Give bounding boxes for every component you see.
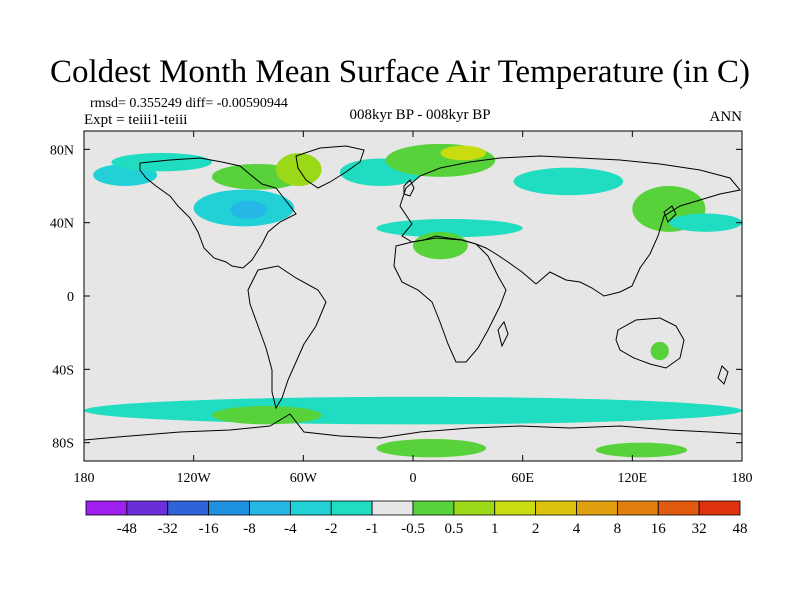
colorbar-label: 32 xyxy=(692,521,707,537)
colorbar-label: -4 xyxy=(284,521,297,537)
coastline-australia xyxy=(615,317,685,369)
anomaly-region xyxy=(376,219,523,238)
colorbar-swatch xyxy=(330,500,373,516)
lon-tick-label: 180 xyxy=(732,471,753,486)
coastline-north-america xyxy=(139,157,297,269)
colorbar-label: -0.5 xyxy=(401,521,425,537)
coastline-south-america xyxy=(247,265,327,410)
coastline-japan xyxy=(663,205,677,223)
experiment-label: Expt = teiii1-teiii xyxy=(84,112,188,128)
anomaly-region xyxy=(230,200,267,219)
lon-tick-label: 60E xyxy=(511,471,534,486)
lon-tick-label: 120W xyxy=(177,471,212,486)
lon-tick-label: 120E xyxy=(618,471,648,486)
colorbar-label: -1 xyxy=(366,521,379,537)
lat-tick-label: 40N xyxy=(50,217,74,232)
colorbar-label: 4 xyxy=(573,521,581,537)
colorbar-label: -2 xyxy=(325,521,338,537)
colorbar: -48 -32 -16 -8 -4 -2 -1 -0.5 0.5 1 2 4 8 16 32 48 xyxy=(85,500,748,537)
anomaly-region xyxy=(111,153,212,172)
coastline-madagascar xyxy=(497,320,509,348)
colorbar-swatch xyxy=(616,500,659,516)
latitude-axis: 80N 40N 0 40S 80S xyxy=(50,143,742,452)
season-label: ANN xyxy=(709,109,743,125)
coastline-africa xyxy=(393,237,507,363)
stats-label: rmsd= 0.355249 diff= -0.00590944 xyxy=(90,96,288,111)
coastline-greenland xyxy=(295,145,365,189)
colorbar-label: 0.5 xyxy=(445,521,464,537)
lat-tick-label: 0 xyxy=(67,290,74,305)
colorbar-swatch xyxy=(576,500,618,516)
colorbar-swatch xyxy=(371,500,414,516)
lon-tick-label: 60W xyxy=(290,471,318,486)
colorbar-label: 16 xyxy=(651,521,667,537)
colorbar-swatch xyxy=(249,500,291,516)
anomaly-region xyxy=(376,439,487,458)
colorbar-label: 1 xyxy=(491,521,499,537)
colorbar-label: -48 xyxy=(117,521,137,537)
anomaly-layer xyxy=(84,143,742,458)
colorbar-swatch xyxy=(167,500,210,516)
colorbar-swatch xyxy=(85,500,128,516)
anomaly-region xyxy=(668,213,742,232)
colorbar-swatch xyxy=(453,500,496,516)
lon-tick-label: 0 xyxy=(410,471,417,486)
colorbar-swatch xyxy=(494,500,537,516)
coastline-uk xyxy=(403,179,415,197)
anomaly-region xyxy=(211,406,322,425)
coastline-new-zealand xyxy=(717,365,729,385)
colorbar-swatch xyxy=(126,500,169,516)
colorbar-swatch xyxy=(208,500,250,516)
coastlines xyxy=(84,145,742,441)
colorbar-swatch xyxy=(412,500,455,516)
coastline-eurasia xyxy=(399,155,741,297)
map-title: Coldest Month Mean Surface Air Temperatu… xyxy=(50,54,750,90)
anomaly-region xyxy=(84,396,742,425)
colorbar-swatch xyxy=(698,500,741,516)
longitude-axis: 180 120W 60W 0 60E 120E 180 xyxy=(74,131,753,486)
anomaly-region xyxy=(440,145,487,161)
colorbar-label: 2 xyxy=(532,521,540,537)
lat-tick-label: 40S xyxy=(52,363,74,378)
lat-tick-label: 80S xyxy=(52,437,74,452)
anomaly-region xyxy=(650,341,669,361)
colorbar-label: -16 xyxy=(199,521,219,537)
anomaly-region xyxy=(513,167,624,196)
period-label: 008kyr BP - 008kyr BP xyxy=(349,107,491,123)
lon-tick-label: 180 xyxy=(74,471,95,486)
colorbar-label: 48 xyxy=(733,521,748,537)
colorbar-swatch xyxy=(535,500,577,516)
anomaly-region xyxy=(413,231,468,260)
colorbar-label: 8 xyxy=(614,521,622,537)
colorbar-label: -32 xyxy=(158,521,178,537)
colorbar-label: -8 xyxy=(243,521,256,537)
anomaly-region xyxy=(595,442,688,458)
colorbar-swatch xyxy=(657,500,700,516)
lat-tick-label: 80N xyxy=(50,143,74,158)
coastline-antarctica xyxy=(84,413,742,441)
colorbar-swatch xyxy=(289,500,332,516)
